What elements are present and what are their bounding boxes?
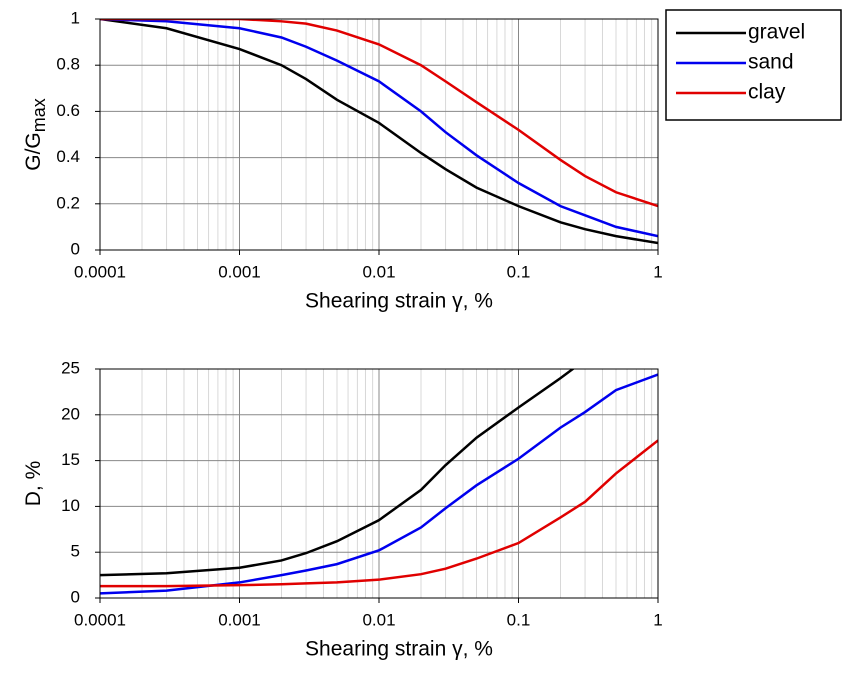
x-tick-label: 0.001 bbox=[218, 610, 261, 629]
y-tick-label: 25 bbox=[61, 358, 80, 377]
y-tick-label: 0.8 bbox=[56, 55, 80, 74]
x-tick-label: 0.001 bbox=[218, 262, 261, 281]
legend-label: sand bbox=[748, 51, 794, 74]
y-axis-label-part: max bbox=[29, 98, 49, 132]
legend-label: gravel bbox=[748, 21, 805, 44]
legend-box bbox=[665, 9, 842, 121]
y-tick-label: 10 bbox=[61, 496, 80, 515]
series-line bbox=[100, 19, 658, 238]
x-tick-label: 0.01 bbox=[362, 262, 395, 281]
series-group bbox=[100, 369, 658, 595]
x-tick-label: 0.0001 bbox=[74, 262, 126, 281]
legend-label: clay bbox=[748, 81, 786, 104]
y-tick-label: 0 bbox=[71, 239, 80, 258]
plot-frame bbox=[99, 18, 659, 251]
x-tick-label: 1 bbox=[653, 262, 662, 281]
x-tick-label: 0.1 bbox=[507, 262, 531, 281]
series-line bbox=[100, 369, 575, 577]
y-tick-label: 0.2 bbox=[56, 193, 80, 212]
x-tick-label: 0.01 bbox=[362, 610, 395, 629]
y-tick-label: 15 bbox=[61, 450, 80, 469]
y-tick-label: 20 bbox=[61, 404, 80, 423]
series-line bbox=[100, 373, 658, 595]
series-line bbox=[100, 19, 658, 208]
x-axis-label: Shearing strain γ, % bbox=[305, 290, 493, 313]
series-line bbox=[100, 439, 658, 588]
series-group bbox=[100, 19, 658, 245]
y-tick-label: 0.4 bbox=[56, 147, 80, 166]
y-tick-label: 0.6 bbox=[56, 101, 80, 120]
plot-frame bbox=[99, 368, 659, 599]
y-axis-label: D, % bbox=[22, 461, 45, 507]
y-tick-label: 1 bbox=[71, 8, 80, 27]
x-tick-label: 0.1 bbox=[507, 610, 531, 629]
y-axis-label-part: G/G bbox=[22, 132, 45, 171]
y-tick-label: 5 bbox=[71, 542, 80, 561]
y-axis-label: G/Gmax bbox=[22, 98, 49, 171]
x-tick-label: 0.0001 bbox=[74, 610, 126, 629]
y-tick-label: 0 bbox=[71, 587, 80, 606]
y-axis-label-part: D, % bbox=[22, 461, 45, 507]
x-tick-label: 1 bbox=[653, 610, 662, 629]
x-axis-label: Shearing strain γ, % bbox=[305, 638, 493, 661]
series-line bbox=[100, 19, 658, 245]
